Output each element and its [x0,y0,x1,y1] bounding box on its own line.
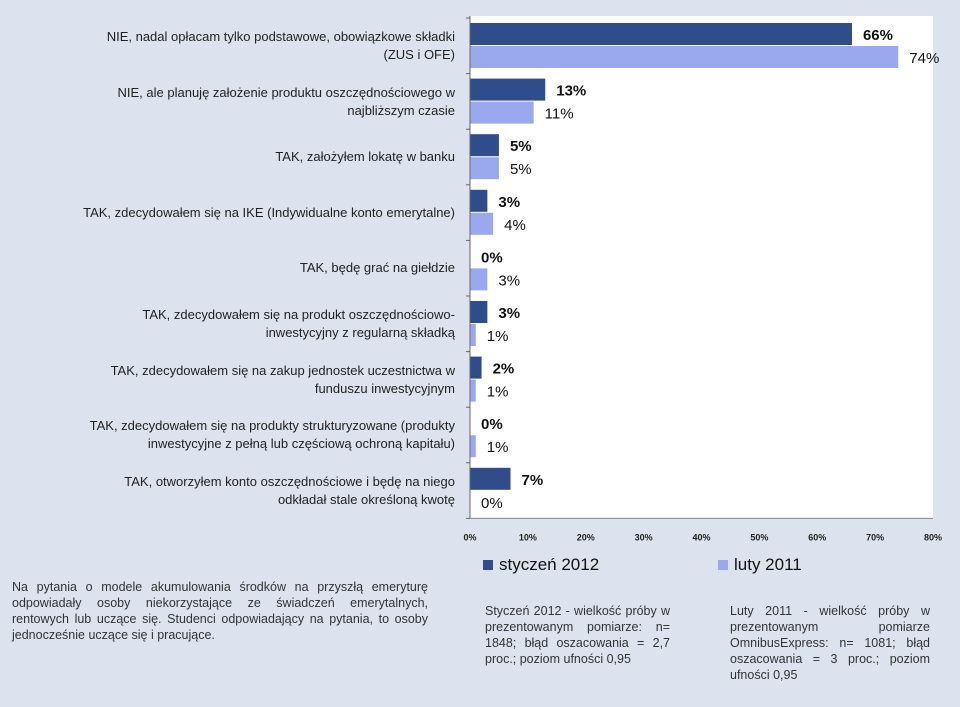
note-sample-2012: Styczeń 2012 - wielkość próby w prezento… [485,604,670,666]
category-label: TAK, zdecydowałem się na zakup jednostek… [110,362,455,396]
x-tick-label: 10% [519,532,537,542]
data-label: 74% [909,50,939,67]
bar [470,78,546,101]
x-tick-label: 40% [692,532,710,542]
data-label: 4% [504,217,526,234]
x-tick-label: 30% [635,532,653,542]
bar [470,157,499,180]
bar [470,212,494,235]
note-sample-2011: Luty 2011 - wielkość próby w prezentowan… [730,604,930,682]
legend-swatch [483,560,493,570]
data-label: 5% [510,161,532,178]
data-label: 5% [510,138,532,155]
x-tick-label: 0% [463,532,476,542]
x-tick-label: 50% [750,532,768,542]
data-label: 2% [493,361,515,378]
bar [470,46,899,68]
bar [470,101,534,124]
note-methodology: Na pytania o modele akumulowania środków… [12,580,428,642]
x-tick-label: 60% [808,532,826,542]
data-label: 3% [498,305,520,322]
bar-chart: 66%74%13%11%5%5%3%4%0%3%3%1%2%1%0%1%7%0%… [463,16,942,542]
legend-label: styczeń 2012 [499,555,600,574]
category-label: TAK, będę grać na giełdzie [299,260,455,276]
data-label: 0% [481,416,503,433]
bar [470,268,488,291]
category-label: TAK, zdecydowałem się na produkt oszczęd… [142,307,455,340]
category-label: NIE, ale planuję założenie produktu oszc… [117,84,455,118]
data-label: 1% [487,328,509,345]
category-label: TAK, założyłem lokatę w banku [275,149,455,165]
bar [470,435,476,458]
data-label: 11% [545,106,574,123]
plot-area [470,16,933,519]
bar [470,189,488,212]
bar [470,356,482,379]
legend-label: luty 2011 [734,555,802,574]
bar [470,324,476,346]
bar [470,379,476,402]
data-label: 1% [487,384,509,401]
data-label: 0% [481,249,503,266]
data-label: 3% [498,272,520,289]
category-label: NIE, nadal opłacam tylko podstawowe, obo… [106,29,455,62]
category-label: TAK, otworzyłem konto oszczędnościowe i … [124,473,455,507]
bar [470,467,511,490]
data-label: 66% [863,27,893,44]
legend-swatch [718,560,728,570]
x-tick-label: 80% [924,532,942,542]
bar [470,23,852,45]
data-label: 7% [522,472,544,489]
category-label: TAK, zdecydowałem się na IKE (Indywidual… [83,204,455,220]
data-label: 0% [481,495,503,512]
bar [470,301,488,323]
x-tick-label: 20% [577,532,595,542]
data-label: 13% [556,83,586,100]
legend-item-luty-2011: luty 2011 [718,555,802,575]
bar [470,134,499,157]
category-label: TAK, zdecydowałem się na produkty strukt… [89,418,455,452]
x-tick-label: 70% [866,532,884,542]
legend-item-styczen-2012: styczeń 2012 [483,555,599,575]
data-label: 1% [487,439,509,456]
data-label: 3% [498,194,520,211]
